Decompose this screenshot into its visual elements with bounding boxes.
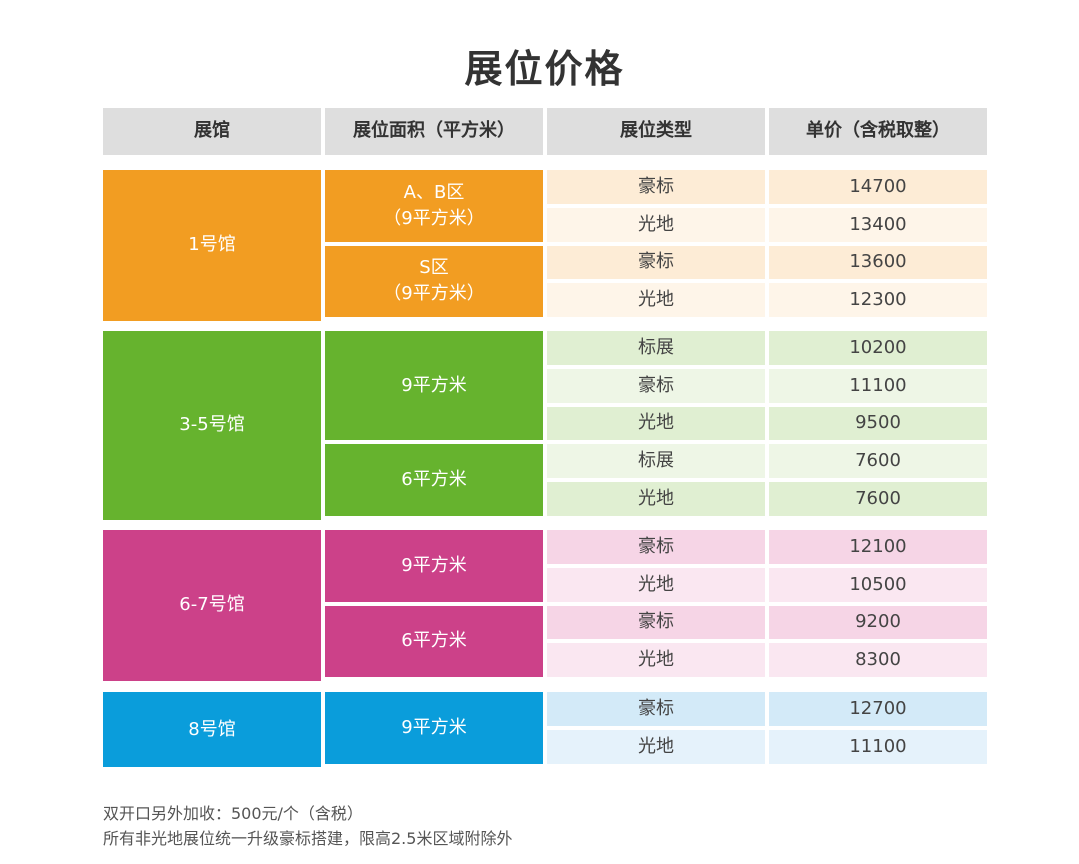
- booth-type-cell: 豪标: [547, 368, 765, 403]
- area-cell: 9平方米: [325, 692, 543, 764]
- hall-name-cell: 3-5号馆: [103, 331, 321, 520]
- booth-type-cell: 光地: [547, 729, 765, 764]
- unit-price-cell: 11100: [769, 368, 987, 403]
- booth-type-cell: 光地: [547, 482, 765, 516]
- unit-price-cell: 9200: [769, 605, 987, 640]
- unit-price-cell: 12100: [769, 530, 987, 564]
- unit-price-cell: 12700: [769, 692, 987, 726]
- page-title: 展位价格: [464, 47, 625, 91]
- booth-type-cell: 光地: [547, 406, 765, 441]
- hall-name-cell: 8号馆: [103, 692, 321, 768]
- booth-type-cell: 豪标: [547, 530, 765, 564]
- unit-price-cell: 7600: [769, 482, 987, 516]
- area-cell: 6平方米: [325, 444, 543, 516]
- hall-name-cell: 6-7号馆: [103, 530, 321, 681]
- booth-type-cell: 豪标: [547, 692, 765, 726]
- area-cell: A、B区 （9平方米）: [325, 170, 543, 242]
- unit-price-cell: 10200: [769, 331, 987, 365]
- unit-price-cell: 7600: [769, 444, 987, 479]
- area-cell: 9平方米: [325, 331, 543, 441]
- booth-type-cell: 标展: [547, 444, 765, 479]
- booth-type-cell: 光地: [547, 207, 765, 242]
- unit-price-cell: 13600: [769, 245, 987, 280]
- header-cell: 展馆: [103, 108, 321, 155]
- booth-type-cell: 光地: [547, 567, 765, 602]
- unit-price-cell: 12300: [769, 283, 987, 318]
- booth-type-cell: 标展: [547, 331, 765, 365]
- area-cell: S区 （9平方米）: [325, 245, 543, 318]
- booth-type-cell: 豪标: [547, 245, 765, 280]
- unit-price-cell: 14700: [769, 170, 987, 204]
- area-cell: 6平方米: [325, 605, 543, 678]
- header-cell: 展位面积（平方米）: [325, 108, 543, 155]
- hall-name-cell: 1号馆: [103, 170, 321, 321]
- unit-price-cell: 11100: [769, 729, 987, 764]
- unit-price-cell: 9500: [769, 406, 987, 441]
- note-upgrade: 所有非光地展位统一升级豪标搭建，限高2.5米区域附除外: [103, 829, 513, 848]
- booth-type-cell: 光地: [547, 283, 765, 318]
- note-double-opening: 双开口另外加收：500元/个（含税）: [103, 804, 363, 823]
- booth-type-cell: 豪标: [547, 170, 765, 204]
- booth-type-cell: 豪标: [547, 605, 765, 640]
- booth-type-cell: 光地: [547, 643, 765, 678]
- unit-price-cell: 10500: [769, 567, 987, 602]
- area-cell: 9平方米: [325, 530, 543, 602]
- unit-price-cell: 8300: [769, 643, 987, 678]
- unit-price-cell: 13400: [769, 207, 987, 242]
- header-cell: 单价（含税取整）: [769, 108, 987, 155]
- header-cell: 展位类型: [547, 108, 765, 155]
